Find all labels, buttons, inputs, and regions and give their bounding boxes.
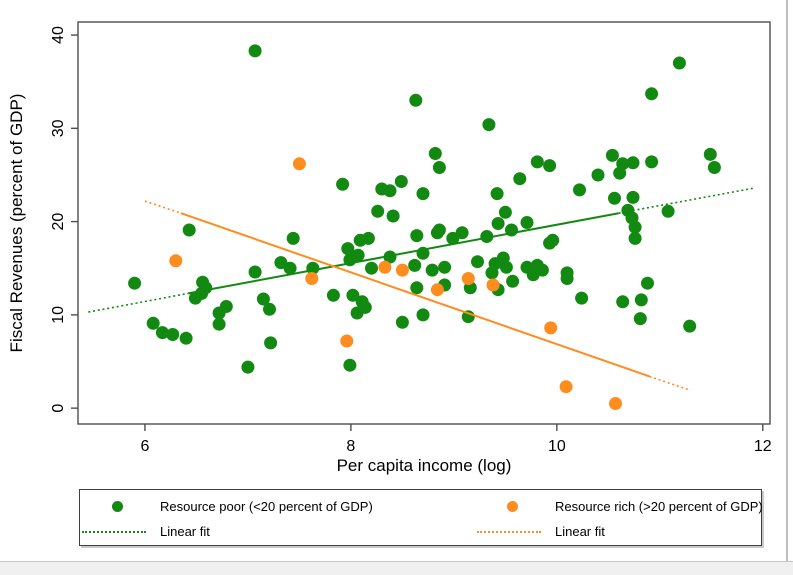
svg-text:10: 10 [50,306,67,324]
legend-label: Resource rich (>20 percent of GDP) [555,499,763,514]
legend-swatch [80,530,154,533]
window-right-border [786,0,788,561]
svg-text:0: 0 [50,404,67,413]
legend-entry-resource-rich: Resource rich (>20 percent of GDP) [475,494,763,519]
scatter-plot: 6 8 10 12 0 10 20 30 40 Per capita income (log) Fi… [7,21,772,475]
fit-lines [88,187,755,392]
svg-text:40: 40 [50,26,67,44]
svg-text:8: 8 [346,438,355,455]
window-bottom-strip [0,561,793,575]
x-axis: 6 8 10 12 [140,424,772,455]
legend: Resource poor (<20 percent of GDP) Linea… [79,489,763,546]
legend-entry-linear-fit-rich: Linear fit [475,519,755,544]
data-points [128,44,721,410]
x-axis-title: Per capita income (log) [337,456,512,475]
svg-text:10: 10 [548,438,566,455]
green-dotted-line-icon [82,530,146,533]
legend-swatch [475,501,549,512]
svg-text:6: 6 [140,438,149,455]
legend-column-resource-poor: Resource poor (<20 percent of GDP) Linea… [80,494,475,545]
legend-column-resource-rich: Resource rich (>20 percent of GDP) Linea… [475,494,763,545]
orange-dot-marker-icon [506,501,518,512]
resource-rich-points [169,157,622,410]
linear-fit-poor [88,187,755,313]
legend-swatch [80,501,154,512]
legend-swatch [475,530,549,533]
legend-label: Linear fit [555,524,605,539]
legend-entry-linear-fit-poor: Linear fit [80,519,475,544]
svg-text:30: 30 [50,119,67,137]
orange-dotted-line-icon [477,530,541,533]
resource-poor-points [128,44,721,374]
linear-fit-rich [144,200,691,392]
svg-text:20: 20 [50,213,67,231]
green-dot-marker-icon [111,501,123,512]
legend-label: Resource poor (<20 percent of GDP) [160,499,373,514]
legend-label: Linear fit [160,524,210,539]
legend-entry-resource-poor: Resource poor (<20 percent of GDP) [80,494,475,519]
axis-titles: Per capita income (log) Fiscal Revenues (… [7,94,511,475]
svg-text:12: 12 [754,438,772,455]
plot-frame [77,21,771,425]
y-axis: 0 10 20 30 40 [50,26,78,413]
y-axis-title: Fiscal Revenues (percent of GDP) [7,94,26,353]
